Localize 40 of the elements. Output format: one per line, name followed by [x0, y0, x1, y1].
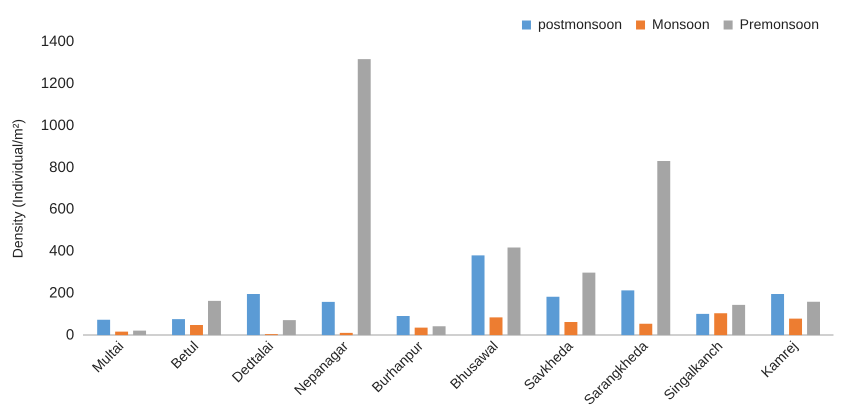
y-tick-label: 1000	[40, 116, 74, 134]
bar	[190, 324, 203, 336]
bar	[789, 318, 802, 336]
y-axis-title: Density (Individual/m²)	[9, 118, 26, 258]
y-tick-label: 1200	[40, 75, 74, 92]
bar	[490, 317, 502, 336]
y-tick-label: 0	[66, 326, 74, 344]
bar	[97, 320, 110, 336]
bar	[508, 247, 520, 336]
y-tick-label: 800	[49, 158, 74, 176]
y-tick-label: 1400	[40, 33, 74, 50]
bar	[282, 320, 296, 336]
bar	[414, 328, 428, 336]
legend-label: Monsoon	[652, 16, 710, 32]
bar	[322, 302, 335, 336]
bar	[621, 290, 634, 336]
bar	[472, 255, 485, 336]
bar	[582, 272, 596, 336]
legend-label: postmonsoon	[538, 16, 622, 32]
bar	[133, 330, 146, 336]
bar	[246, 294, 260, 336]
bar	[639, 324, 652, 336]
bar	[396, 316, 410, 336]
y-tick-label: 200	[49, 284, 74, 302]
bar	[208, 300, 221, 336]
legend-label: Premonsoon	[740, 16, 820, 32]
bar	[172, 319, 185, 336]
bar	[732, 304, 746, 336]
bar	[696, 314, 710, 336]
bar	[714, 313, 728, 336]
bar	[432, 326, 446, 336]
bar	[358, 59, 371, 336]
bar	[546, 296, 560, 336]
bar	[115, 332, 128, 336]
bar	[564, 322, 578, 336]
bar	[807, 302, 820, 336]
bar	[771, 294, 784, 336]
y-tick-label: 600	[49, 200, 74, 218]
bar	[657, 160, 670, 336]
y-tick-label: 400	[49, 242, 74, 260]
